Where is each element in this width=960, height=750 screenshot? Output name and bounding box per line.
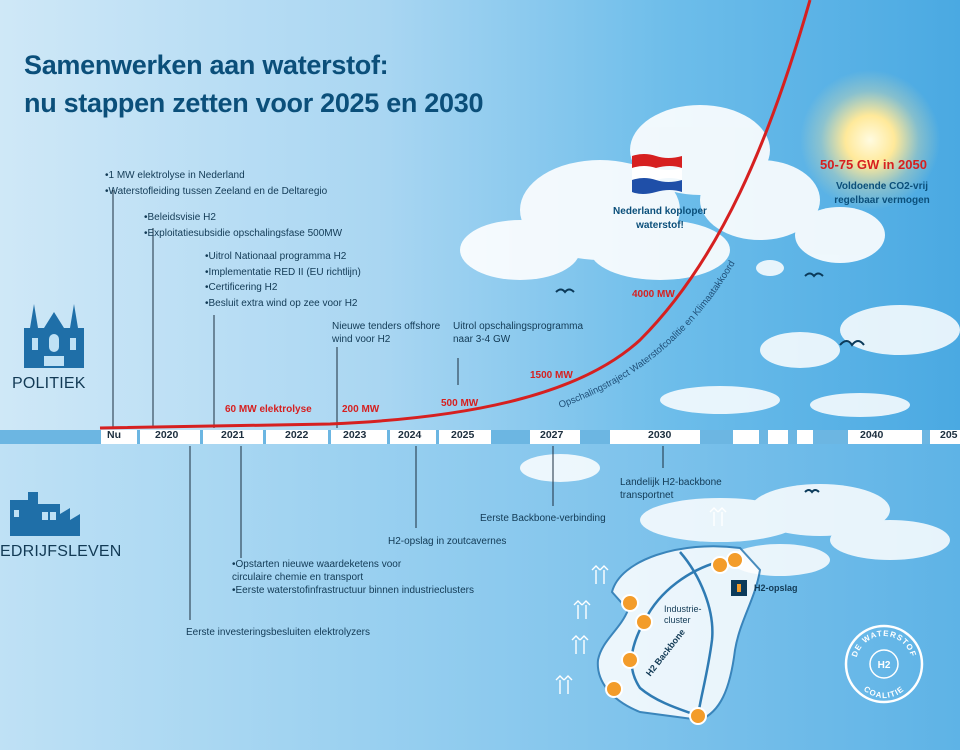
event-2025: Uitrol opschalingsprogramma naar 3-4 GW — [453, 321, 584, 345]
section-politiek: POLITIEK — [12, 375, 86, 392]
tick-nu: Nu — [107, 429, 121, 441]
wind-turbine-icon — [555, 507, 727, 694]
event-b2020: Eerste investeringsbesluiten elektrolyze… — [186, 627, 370, 638]
event-2021-1: Uitrol Nationaal programma H2 — [205, 249, 445, 265]
cloud-large — [460, 105, 885, 280]
hub-icon — [605, 551, 744, 725]
map-landmass — [596, 545, 762, 722]
event-2021-4: Besluit extra wind op zee voor H2 — [205, 296, 445, 312]
tick-2030: 2030 — [648, 429, 672, 441]
cloud-right — [660, 260, 960, 417]
connector-lines — [112, 190, 664, 620]
event-nu-2: Waterstofleiding tussen Zeeland en de De… — [105, 184, 365, 200]
events-2021: Uitrol Nationaal programma H2 Implementa… — [205, 249, 445, 311]
tick-2023: 2023 — [343, 429, 367, 441]
mw-label-500: 500 MW — [441, 398, 479, 409]
bird-icon — [555, 272, 865, 494]
tick-2022: 2022 — [285, 429, 309, 441]
svg-text:H2: H2 — [878, 660, 891, 671]
events-nu: 1 MW elektrolyse in Nederland Waterstofl… — [105, 168, 365, 199]
event-b2030: Landelijk H2-backbone transportnet — [620, 477, 722, 501]
map-label-storage: H2-opslag — [754, 583, 798, 593]
storage-icon — [731, 580, 747, 596]
goal-title: 50-75 GW in 2050 — [820, 157, 927, 172]
factory-icon — [10, 492, 80, 536]
title-line-2: nu stappen zetten voor 2025 en 2030 — [24, 88, 484, 118]
event-2023: Nieuwe tenders offshore wind voor H2 — [332, 321, 441, 345]
mw-label-1500: 1500 MW — [530, 370, 573, 381]
timeline-bar — [0, 430, 960, 444]
event-2020-1: Beleidsvisie H2 — [144, 210, 404, 226]
cloud-lower — [520, 454, 950, 576]
backbone-line-2 — [679, 551, 714, 717]
events-2020: Beleidsvisie H2 Exploitatiesubsidie opsc… — [144, 210, 404, 241]
mw-label-4000: 4000 MW — [632, 289, 675, 300]
coalition-seal-logo: DE WATERSTOF COALITIE H2 — [844, 624, 924, 704]
mw-label-200: 200 MW — [342, 404, 380, 415]
map-label-cluster: Industrie-cluster — [664, 604, 702, 625]
tick-2020: 2020 — [155, 429, 179, 441]
title-line-1: Samenwerken aan waterstof: — [24, 50, 389, 80]
tick-2027: 2027 — [540, 429, 564, 441]
event-2021-2: Implementatie RED II (EU richtlijn) — [205, 265, 445, 281]
tick-2040: 2040 — [860, 429, 884, 441]
event-b2024: H2-opslag in zoutcavernes — [388, 536, 507, 547]
event-nu-1: 1 MW elektrolyse in Nederland — [105, 168, 365, 184]
sun-icon — [800, 70, 940, 210]
tick-2021: 2021 — [221, 429, 245, 441]
tick-2025: 2025 — [451, 429, 475, 441]
church-icon — [24, 304, 84, 368]
growth-curve-line — [99, 0, 812, 430]
event-b2027: Eerste Backbone-verbinding — [480, 513, 606, 524]
event-2020-2: Exploitatiesubsidie opschalingsfase 500M… — [144, 226, 404, 242]
event-2021-3: Certificering H2 — [205, 280, 445, 296]
tick-2050: 205 — [940, 429, 958, 441]
tick-2024: 2024 — [398, 429, 422, 441]
event-b2021-2: Eerste waterstofinfrastructuur binnen in… — [232, 584, 512, 597]
dutch-flag-icon — [632, 154, 682, 194]
events-b2021: Opstarten nieuwe waardeketens voor circu… — [232, 558, 512, 597]
goal-subtitle: Voldoende CO2-vrij regelbaar vermogen — [834, 181, 930, 206]
section-bedrijfsleven: EDRIJFSLEVEN — [0, 543, 122, 560]
mw-label-60: 60 MW elektrolyse — [225, 404, 312, 415]
event-b2021-1: Opstarten nieuwe waardeketens voor circu… — [232, 558, 432, 584]
flag-text: Nederland koploper waterstof! — [613, 206, 707, 231]
